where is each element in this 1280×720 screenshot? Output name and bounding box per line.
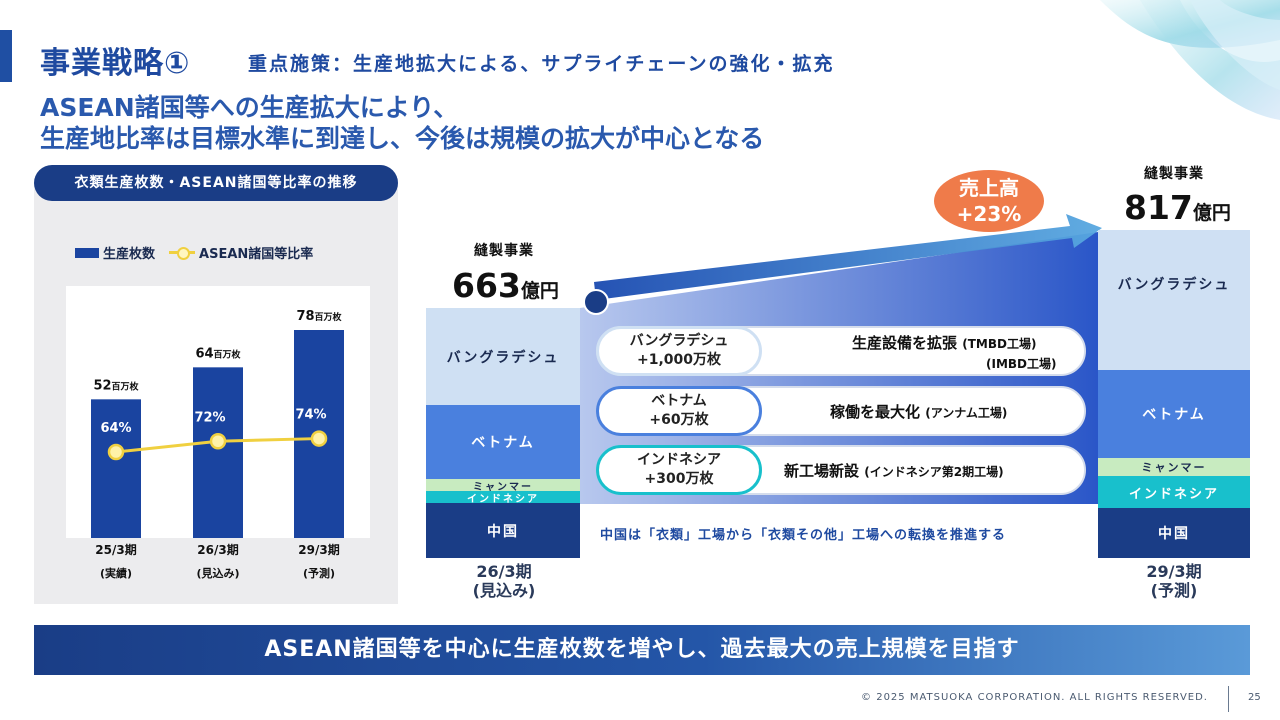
left-sales-value: 663億円	[452, 266, 559, 305]
right-period: 29/3期 (予測)	[1110, 562, 1238, 600]
pill-bangladesh-action: 生産設備を拡張 (TMBD工場)	[852, 332, 1036, 353]
headline-line-2: 生産地比率は目標水準に到達し、今後は規模の拡大が中心となる	[40, 124, 765, 153]
pill-bangladesh-note-2: (IMBD工場)	[986, 357, 1057, 371]
corner-decoration	[1100, 0, 1280, 120]
pill-bangladesh-action-text: 生産設備を拡張	[852, 334, 958, 352]
pill-indonesia-action-text: 新工場新設	[784, 462, 860, 480]
legend-bar-label: 生産枚数	[103, 247, 156, 262]
china-note: 中国は「衣類」工場から「衣類その他」工場への転換を推進する	[600, 528, 1007, 543]
left-period: 26/3期 (見込み)	[440, 562, 568, 600]
pill-indonesia-tag: インドネシア +300万枚	[596, 445, 762, 495]
pill-vietnam-note-1: (アンナム工場)	[925, 406, 1008, 420]
left-seg-indonesia: インドネシア	[426, 491, 580, 505]
left-period-note: (見込み)	[472, 581, 536, 600]
plot-area	[66, 286, 370, 538]
left-sales-number: 663	[452, 266, 521, 305]
pill-bangladesh: バングラデシュ +1,000万枚 生産設備を拡張 (TMBD工場) (IMBD工…	[596, 326, 1086, 376]
pill-indonesia-note-1: (インドネシア第2期工場)	[864, 465, 1004, 479]
growth-badge-line-2: +23%	[956, 202, 1022, 226]
right-seg-myanmar: ミャンマー	[1098, 458, 1250, 476]
right-seg-bangladesh: バングラデシュ	[1098, 230, 1250, 370]
bottom-banner: ASEAN諸国等を中心に生産枚数を増やし、過去最大の売上規模を目指す	[34, 625, 1250, 675]
pill-indonesia-increase: +300万枚	[644, 471, 714, 487]
pill-vietnam-increase: +60万枚	[649, 412, 709, 428]
pill-bangladesh-increase: +1,000万枚	[636, 352, 721, 368]
pill-vietnam-action-text: 稼働を最大化	[830, 403, 921, 421]
legend-item-line: ASEAN諸国等比率	[169, 243, 313, 262]
right-seg-indonesia: インドネシア	[1098, 476, 1250, 508]
left-seg-china: 中国	[426, 503, 580, 558]
pill-vietnam-country: ベトナム	[651, 393, 707, 409]
growth-arrow	[583, 214, 1102, 315]
page-subtitle: 重点施策：生産地拡大による、サプライチェーンの強化・拡充	[248, 53, 835, 75]
right-segment-label: 縫製事業	[1144, 166, 1204, 182]
right-sales-value: 817億円	[1124, 188, 1231, 227]
left-sales-unit: 億円	[520, 280, 559, 302]
arrow-start-dot	[583, 289, 609, 315]
right-seg-vietnam: ベトナム	[1098, 370, 1250, 458]
pill-indonesia: インドネシア +300万枚 新工場新設 (インドネシア第2期工場)	[596, 445, 1086, 495]
chart-panel-title: 衣類生産枚数・ASEAN諸国等比率の推移	[34, 165, 398, 201]
left-segment-label: 縫製事業	[474, 243, 534, 259]
left-period-label: 26/3期	[476, 562, 532, 581]
right-period-label: 29/3期	[1146, 562, 1202, 581]
footer-divider	[1228, 686, 1229, 712]
right-sales-number: 817	[1124, 188, 1193, 227]
pill-bangladesh-note-1: (TMBD工場)	[962, 337, 1037, 351]
page-title: 事業戦略①	[40, 46, 191, 81]
title-accent-bar	[0, 30, 12, 82]
chart-legend: 生産枚数 ASEAN諸国等比率	[75, 243, 313, 262]
growth-badge: 売上高 +23%	[934, 170, 1044, 232]
right-seg-china: 中国	[1098, 508, 1250, 558]
pill-bangladesh-country: バングラデシュ	[629, 333, 729, 349]
pill-bangladesh-note-2-wrap: (IMBD工場)	[986, 354, 1056, 372]
headline-line-1: ASEAN諸国等への生産拡大により、	[40, 93, 459, 122]
legend-line-swatch	[169, 247, 196, 260]
growth-badge-line-1: 売上高	[959, 176, 1019, 200]
legend-bar-swatch	[75, 247, 99, 258]
page-number: 25	[1248, 692, 1261, 703]
copyright: © 2025 MATSUOKA CORPORATION. ALL RIGHTS …	[861, 692, 1208, 703]
right-period-note: (予測)	[1150, 581, 1198, 600]
left-seg-myanmar: ミャンマー	[426, 479, 580, 493]
left-seg-vietnam: ベトナム	[426, 405, 580, 479]
pill-vietnam-action: 稼働を最大化 (アンナム工場)	[830, 401, 1007, 422]
pill-bangladesh-tag: バングラデシュ +1,000万枚	[596, 326, 762, 376]
legend-line-label: ASEAN諸国等比率	[199, 247, 314, 262]
pill-indonesia-action: 新工場新設 (インドネシア第2期工場)	[784, 460, 1004, 481]
pill-vietnam-tag: ベトナム +60万枚	[596, 386, 762, 436]
pill-vietnam: ベトナム +60万枚 稼働を最大化 (アンナム工場)	[596, 386, 1086, 436]
left-seg-bangladesh: バングラデシュ	[426, 308, 580, 405]
pill-indonesia-country: インドネシア	[637, 452, 721, 468]
right-sales-unit: 億円	[1192, 202, 1231, 224]
headline: ASEAN諸国等への生産拡大により、 生産地比率は目標水準に到達し、今後は規模の…	[40, 92, 764, 154]
legend-item-bar: 生産枚数	[75, 243, 155, 262]
